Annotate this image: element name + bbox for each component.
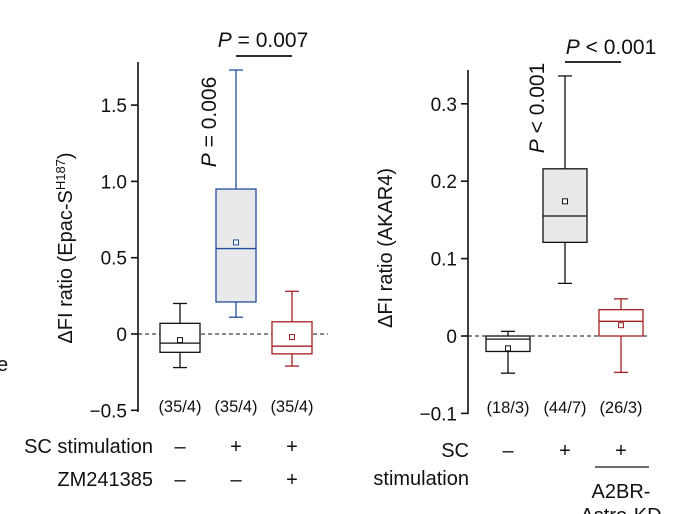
y-tick-label: 0.1 [431, 250, 457, 271]
y-tick-label: −0.1 [419, 404, 457, 425]
mean-marker [618, 322, 624, 329]
mean-marker [289, 334, 295, 341]
y-axis-label-main: ΔFI ratio (Epac-S [55, 190, 77, 343]
group-label: A2BR- [592, 481, 651, 503]
p-italic: P [198, 153, 221, 167]
condition-symbol: + [286, 436, 298, 458]
n-label: (18/3) [486, 399, 529, 417]
y-tick-label: 0 [446, 327, 457, 348]
y-axis-label-main: ΔFI ratio (AKAR4) [375, 168, 397, 328]
p-italic: P [566, 36, 580, 59]
y-tick-label: −0.5 [89, 401, 127, 422]
box-iqr [485, 335, 531, 353]
condition-symbol: – [502, 440, 514, 462]
mean-marker [505, 345, 511, 352]
mean-marker [562, 198, 568, 205]
y-axis-label-tail: ) [55, 152, 77, 159]
box-group-2: (44/7) [542, 75, 588, 417]
y-axis-label: ΔFI ratio (Epac-SH187) [53, 152, 78, 343]
y-tick-label: 1.5 [101, 96, 127, 117]
n-label: (44/7) [543, 399, 586, 417]
condition-symbol: – [174, 436, 186, 458]
box-iqr [271, 321, 313, 355]
p-value-vertical: P < 0.001 [526, 63, 549, 154]
box-iqr [542, 168, 588, 243]
p-value: < 0.001 [526, 63, 549, 139]
panel-akar4: −0.1 0 0.1 0.2 0.3 ΔFI ratio (AKAR4) (18/3) (44… [373, 36, 661, 514]
p-value: < 0.001 [580, 36, 656, 59]
y-tick-label: 0.3 [431, 95, 457, 116]
y-tick-label: 0.2 [431, 172, 457, 193]
box-group-2: (35/4) [214, 69, 258, 416]
p-value-bracket: P < 0.001 [566, 36, 657, 59]
p-value: = 0.007 [232, 29, 308, 52]
box-group-3: (35/4) [270, 290, 314, 416]
condition-symbol: – [230, 469, 242, 491]
condition-label: ZM241385 [57, 469, 153, 491]
p-value-vertical: P = 0.006 [198, 77, 221, 168]
panel-epac: −0.5 0 0.5 1.0 1.5 ΔFI ratio (Epac-SH187) (35/… [24, 29, 328, 491]
y-tick-label: 1.0 [101, 172, 127, 193]
p-italic: P [526, 139, 549, 153]
mean-marker [233, 239, 239, 246]
y-tick-label: 0 [116, 325, 127, 346]
y-tick-label: 0.5 [101, 249, 127, 270]
condition-label: SC stimulation [24, 436, 153, 458]
condition-symbol: – [174, 469, 186, 491]
cropped-text: e [0, 354, 8, 376]
condition-symbol: + [286, 469, 298, 491]
p-value: = 0.006 [198, 77, 221, 153]
n-label: (26/3) [599, 399, 642, 417]
mean-marker [177, 337, 183, 344]
condition-symbol: + [615, 440, 627, 462]
p-italic: P [218, 29, 232, 52]
p-value-bracket: P = 0.007 [218, 29, 309, 52]
group-label-line2: Astro-KD [580, 505, 661, 514]
condition-symbol: + [559, 440, 571, 462]
n-label: (35/4) [158, 398, 201, 416]
box-group-1: (18/3) [485, 330, 531, 417]
y-axis-label-superscript: H187 [53, 159, 68, 190]
n-label: (35/4) [270, 398, 313, 416]
box-group-3: (26/3) [598, 298, 644, 417]
box-group-1: (35/4) [158, 302, 202, 416]
box-iqr [215, 188, 257, 303]
condition-label: SC [441, 440, 469, 462]
condition-symbol: + [230, 436, 242, 458]
condition-label-line2: stimulation [373, 468, 469, 490]
n-label: (35/4) [214, 398, 257, 416]
y-axis-label: ΔFI ratio (AKAR4) [375, 168, 397, 328]
